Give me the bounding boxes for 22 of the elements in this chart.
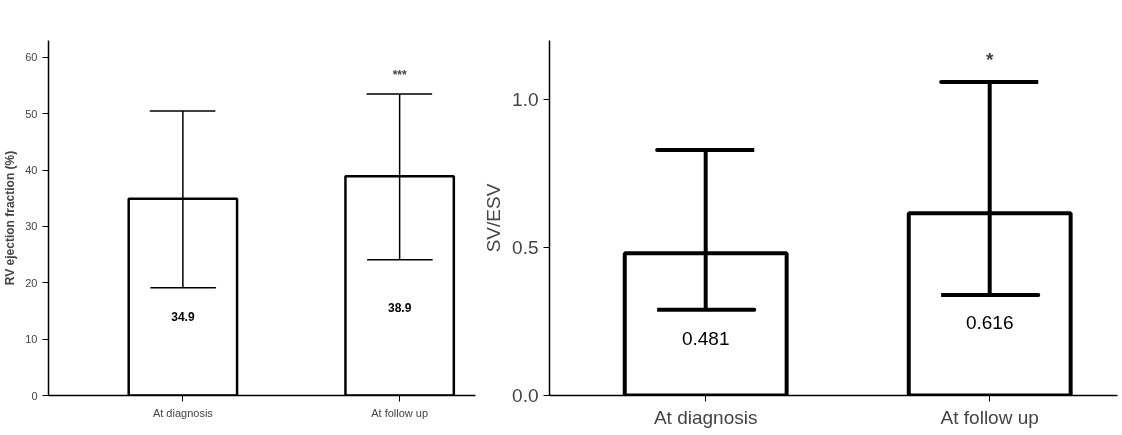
x-tick-label: At follow up xyxy=(371,406,429,419)
y-axis-title: SV/ESV xyxy=(483,183,505,253)
annotation: * xyxy=(986,48,994,70)
data-label: 34.9 xyxy=(171,310,195,325)
y-tick-label: 0 xyxy=(31,389,38,402)
data-label: 38.9 xyxy=(387,301,412,316)
y-tick-label: 30 xyxy=(25,220,38,233)
y-tick-label: 60 xyxy=(25,51,38,64)
y-tick-label: 0.0 xyxy=(512,385,539,406)
x-tick-label: At diagnosis xyxy=(653,406,758,428)
x-tick-label: At diagnosis xyxy=(152,406,214,419)
data-label: 0.481 xyxy=(681,328,730,350)
y-tick-label: 50 xyxy=(25,107,38,120)
y-tick-label: 40 xyxy=(25,164,38,177)
y-axis-title: RV ejection fraction (%) xyxy=(3,150,18,286)
y-tick-label: 10 xyxy=(25,333,38,346)
annotation: *** xyxy=(392,68,407,83)
data-label: 0.616 xyxy=(965,312,1014,334)
y-tick-label: 1.0 xyxy=(512,89,539,111)
y-tick-label: 20 xyxy=(25,276,38,289)
x-tick-label: At follow up xyxy=(940,406,1039,428)
y-tick-label: 0.5 xyxy=(512,237,539,259)
